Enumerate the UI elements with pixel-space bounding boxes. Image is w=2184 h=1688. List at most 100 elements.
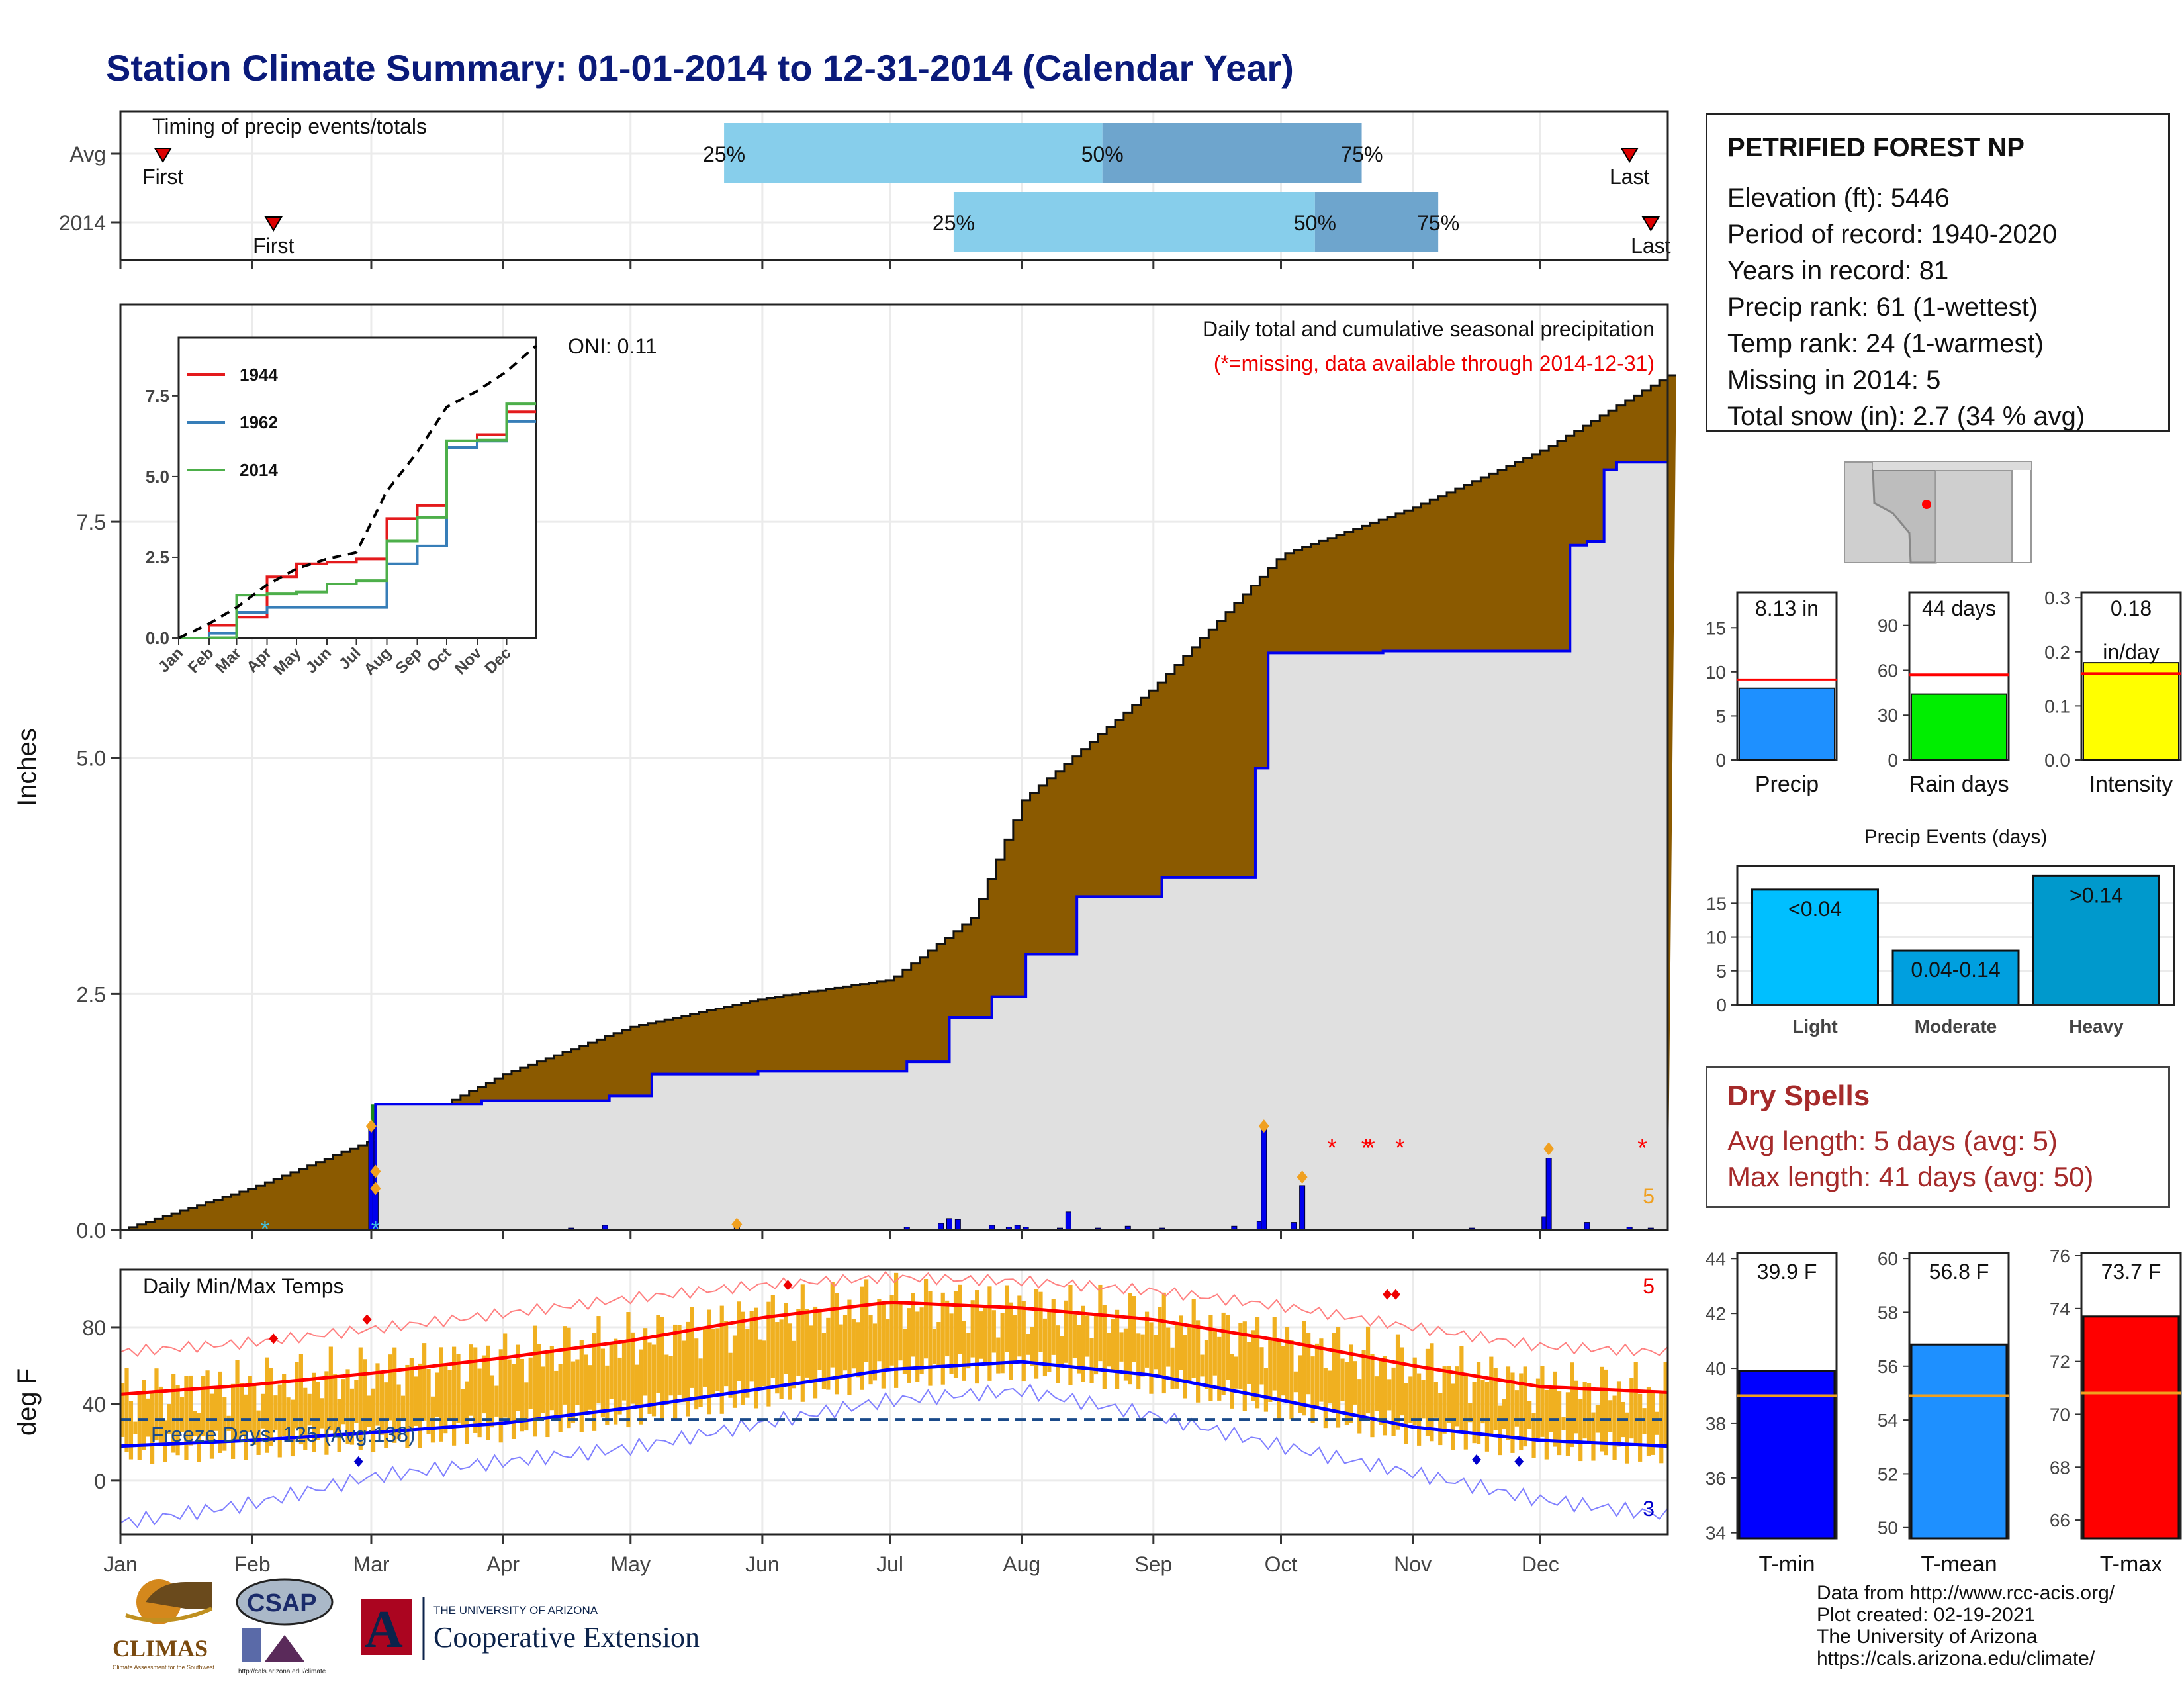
daily-temp-bar: [218, 1371, 222, 1453]
daily-temp-bar: [647, 1342, 652, 1414]
daily-temp-bar: [1221, 1312, 1226, 1395]
summary-bar: [1911, 693, 2007, 761]
daily-temp-bar: [1179, 1315, 1183, 1370]
daily-temp-bar: [349, 1388, 355, 1445]
daily-temp-bar: [503, 1333, 508, 1418]
summary-category-label: Precip: [1755, 772, 1819, 797]
daily-temp-bar: [651, 1344, 657, 1417]
temp-summary-value: 39.9 F: [1757, 1260, 1817, 1284]
daily-temp-bar: [1629, 1378, 1634, 1439]
daily-temp-bar: [1425, 1348, 1430, 1436]
climas-logo: CLIMAS Climate Assessment for the Southw…: [113, 1579, 215, 1671]
summary-y-tick: 0: [1888, 750, 1898, 771]
daily-precip-bar: [954, 1219, 961, 1231]
daily-precip-bar: [1261, 1128, 1267, 1231]
daily-temp-bar: [1115, 1309, 1120, 1389]
daily-temp-bar: [1374, 1376, 1379, 1411]
daily-temp-bar: [919, 1307, 924, 1374]
daily-temp-bar: [120, 1383, 125, 1437]
csap-url: http://cals.arizona.edu/climate: [238, 1668, 326, 1675]
daily-temp-bar: [809, 1325, 813, 1382]
daily-temp-bar: [886, 1319, 890, 1370]
credit-line: https://cals.arizona.edu/climate/: [1817, 1648, 2095, 1669]
daily-temp-bar: [1344, 1362, 1349, 1425]
dry-spells-box: Dry Spells Avg length: 5 days (avg: 5) M…: [1706, 1066, 2170, 1208]
daily-temp-bar: [600, 1348, 606, 1418]
daily-temp-bar: [1093, 1315, 1099, 1375]
daily-temp-bar: [1251, 1330, 1255, 1401]
daily-temp-bar: [1591, 1412, 1596, 1461]
record-high-marker: [783, 1280, 793, 1291]
month-label: Mar: [353, 1552, 389, 1576]
temp-summary-category: T-mean: [1921, 1552, 1997, 1577]
events-bar-label: 0.04-0.14: [1911, 958, 2000, 982]
daily-temp-bar: [1298, 1355, 1302, 1413]
station-snow: Total snow (in): 2.7 (34 % avg): [1727, 402, 2085, 431]
daily-temp-bar: [1570, 1362, 1574, 1448]
percentile-label: 25%: [703, 142, 745, 166]
summary-y-tick: 60: [1878, 660, 1898, 680]
station-temp-rank: Temp rank: 24 (1-warmest): [1727, 329, 2044, 358]
daily-temp-bar: [179, 1397, 185, 1432]
daily-temp-bar: [1034, 1289, 1039, 1379]
daily-temp-bar: [1459, 1346, 1464, 1433]
daily-temp-bar: [320, 1398, 325, 1429]
percentile-label: 50%: [1081, 142, 1124, 166]
temp-summary-y-tick: 40: [1706, 1358, 1726, 1379]
daily-temp-bar: [1000, 1313, 1005, 1374]
month-label: Jun: [745, 1552, 780, 1576]
daily-temp-bar: [358, 1347, 363, 1450]
daily-temp-bar: [418, 1363, 422, 1448]
daily-temp-bar: [201, 1376, 206, 1436]
daily-temp-bar: [1582, 1382, 1587, 1439]
last-marker: [1641, 216, 1661, 232]
daily-temp-bar: [248, 1376, 252, 1433]
daily-temp-bar: [1442, 1366, 1447, 1434]
daily-temp-bar: [1625, 1412, 1629, 1464]
daily-temp-bar: [209, 1393, 214, 1459]
daily-temp-bar: [1200, 1354, 1205, 1377]
month-label: Dec: [1522, 1552, 1559, 1576]
daily-temp-bar: [545, 1350, 550, 1438]
events-y-tick: 15: [1706, 893, 1727, 914]
inset-bg: [177, 336, 537, 639]
temp-summary-y-tick: 60: [1878, 1248, 1898, 1269]
temp-summary-y-tick: 58: [1878, 1302, 1898, 1323]
daily-temp-bar: [1107, 1333, 1111, 1367]
daily-temp-bar: [197, 1413, 201, 1462]
percentile-label: 75%: [1417, 211, 1459, 235]
daily-temp-bar: [970, 1300, 975, 1358]
daily-temp-bar: [1136, 1333, 1141, 1390]
inset-y-tick: 0.0: [146, 628, 169, 648]
daily-temp-bar: [345, 1369, 350, 1444]
daily-temp-bar: [490, 1375, 495, 1428]
daily-temp-bar: [1277, 1339, 1281, 1419]
daily-temp-bar: [1281, 1346, 1285, 1396]
daily-temp-bar: [222, 1397, 227, 1451]
inset-legend-label: 2014: [240, 460, 278, 480]
daily-temp-bar: [923, 1278, 929, 1359]
map-neighbor-state: [1873, 462, 2031, 470]
daily-temp-bar: [1484, 1382, 1490, 1452]
daily-temp-bar: [1655, 1411, 1659, 1435]
daily-temp-bar: [1268, 1337, 1273, 1402]
daily-temp-bar: [588, 1365, 592, 1410]
daily-temp-bar: [1633, 1362, 1638, 1446]
daily-temp-bar: [945, 1300, 950, 1357]
daily-temp-bar: [1332, 1333, 1336, 1413]
daily-temp-bar: [1204, 1340, 1209, 1389]
percentile-label: 25%: [933, 211, 975, 235]
month-label: Oct: [1265, 1552, 1298, 1576]
daily-temp-bar: [1119, 1332, 1124, 1362]
daily-temp-bar: [1191, 1299, 1196, 1378]
daily-temp-bar: [1365, 1326, 1371, 1414]
daily-temp-bar: [163, 1420, 167, 1462]
daily-temp-bar: [1289, 1340, 1294, 1420]
events-bar: [1751, 888, 1879, 1006]
daily-temp-bar: [677, 1325, 682, 1395]
daily-temp-bar: [563, 1326, 567, 1405]
daily-temp-bar: [316, 1382, 320, 1440]
daily-temp-bar: [860, 1286, 864, 1390]
extreme-precip-marker: [370, 1164, 381, 1178]
daily-temp-bar: [842, 1315, 848, 1371]
